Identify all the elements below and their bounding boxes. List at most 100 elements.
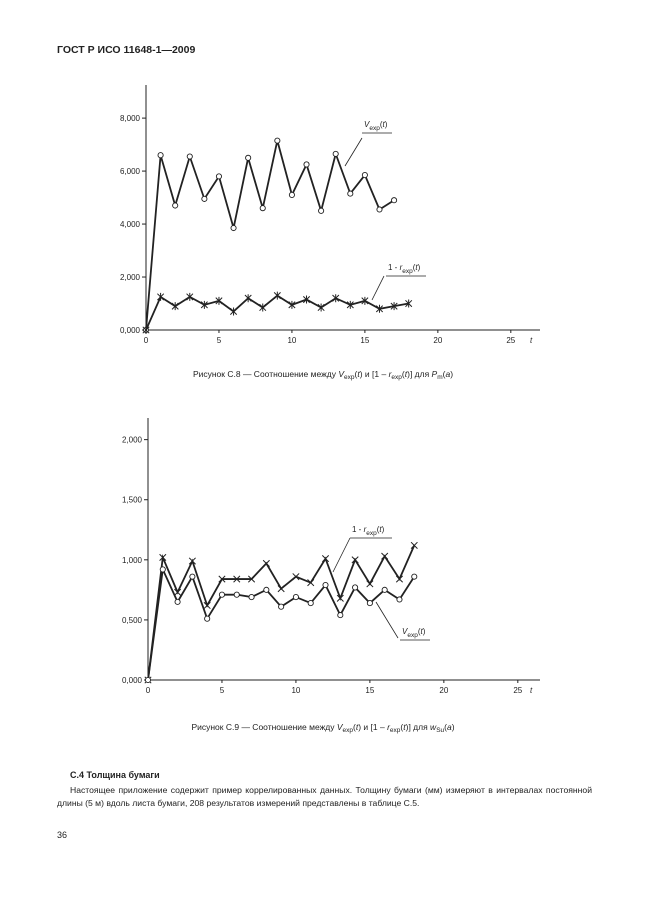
page-number: 36 [57, 830, 68, 840]
point [366, 600, 373, 607]
point [218, 591, 226, 598]
label-part: ( [413, 263, 416, 272]
series-label: Vexp(t) [402, 627, 426, 639]
point [410, 541, 418, 549]
series-line [145, 294, 409, 331]
y-tick-label: 0,500 [122, 616, 143, 625]
caption-part: )] для [407, 369, 432, 379]
caption-part: w [430, 722, 437, 732]
point [277, 585, 285, 593]
point [263, 586, 270, 593]
label-part: exp [407, 632, 418, 639]
point [200, 300, 208, 309]
y-tick-label: 0,000 [120, 326, 141, 335]
caption-part: ) и [1 – [359, 369, 389, 379]
y-tick-label: 8,000 [120, 114, 141, 123]
y-tick-label: 2,000 [122, 436, 143, 445]
x-tick-label: 0 [144, 336, 149, 345]
leader-line [371, 275, 385, 301]
point [321, 555, 330, 563]
point [215, 173, 223, 180]
point [376, 206, 383, 213]
point [172, 202, 179, 209]
point [174, 598, 181, 605]
label-part: t [379, 525, 382, 534]
y-tick-label: 1,500 [122, 496, 143, 505]
x-axis-label: t [530, 686, 533, 695]
point [186, 153, 193, 160]
point [391, 197, 398, 204]
caption-part: Рисунок С.8 — Соотношение между [192, 369, 339, 379]
point [347, 190, 354, 197]
caption-part: ) [450, 369, 454, 379]
caption-part: ( [400, 722, 404, 732]
caption-part: Su [436, 727, 445, 734]
caption-part: t [404, 369, 408, 379]
caption-part: ) [451, 722, 455, 732]
point [396, 596, 403, 603]
point [346, 300, 354, 309]
point [274, 137, 281, 144]
y-tick-label: 4,000 [120, 220, 141, 229]
label-part: exp [366, 530, 377, 537]
label-part: t [421, 627, 424, 636]
point [317, 303, 325, 312]
caption-part: ( [401, 369, 405, 379]
point [259, 205, 266, 212]
point [351, 556, 359, 564]
point [375, 304, 384, 313]
label-part: r [364, 525, 367, 534]
point [201, 195, 208, 202]
point [381, 586, 388, 593]
point [337, 612, 344, 619]
point [215, 296, 223, 305]
caption-part: exp [391, 374, 402, 381]
x-tick-label: 25 [513, 686, 522, 695]
point [361, 172, 368, 179]
series-line [147, 566, 416, 681]
caption: Рисунок С.8 — Соотношение между Vexp(t) … [0, 369, 646, 381]
point [189, 573, 196, 580]
caption-part: t [357, 369, 360, 379]
point [218, 575, 226, 583]
leader-line [344, 137, 363, 167]
point [292, 573, 300, 581]
label-part: ( [377, 525, 380, 534]
leader-line [375, 601, 399, 639]
point [245, 154, 252, 161]
caption-part: ( [442, 369, 446, 379]
x-tick-label: 0 [146, 686, 151, 695]
point [336, 594, 344, 602]
caption-part: a [445, 369, 451, 379]
y-tick-label: 0,000 [122, 676, 143, 685]
leader-line [332, 537, 351, 573]
point [332, 294, 340, 303]
point [262, 559, 270, 567]
caption-part: V [336, 722, 343, 732]
point [188, 557, 196, 565]
point [273, 291, 281, 300]
point [288, 300, 296, 309]
x-tick-label: 15 [360, 336, 369, 345]
label-part: ( [380, 120, 383, 129]
y-tick-label: 2,000 [120, 273, 141, 282]
series-line [145, 140, 395, 331]
caption-part: exp [342, 727, 353, 734]
point [203, 601, 211, 610]
point [292, 594, 299, 601]
point [352, 584, 359, 591]
label-part: r [400, 263, 403, 272]
series-label: 1 - rexp(t) [352, 525, 385, 537]
point [332, 150, 339, 157]
point [157, 292, 165, 301]
label-part: exp [402, 268, 413, 275]
point [230, 307, 238, 316]
caption-part: t [355, 722, 359, 732]
point [381, 552, 389, 560]
label-part: ( [418, 627, 421, 636]
caption-part: r [387, 722, 390, 732]
point [247, 575, 256, 583]
